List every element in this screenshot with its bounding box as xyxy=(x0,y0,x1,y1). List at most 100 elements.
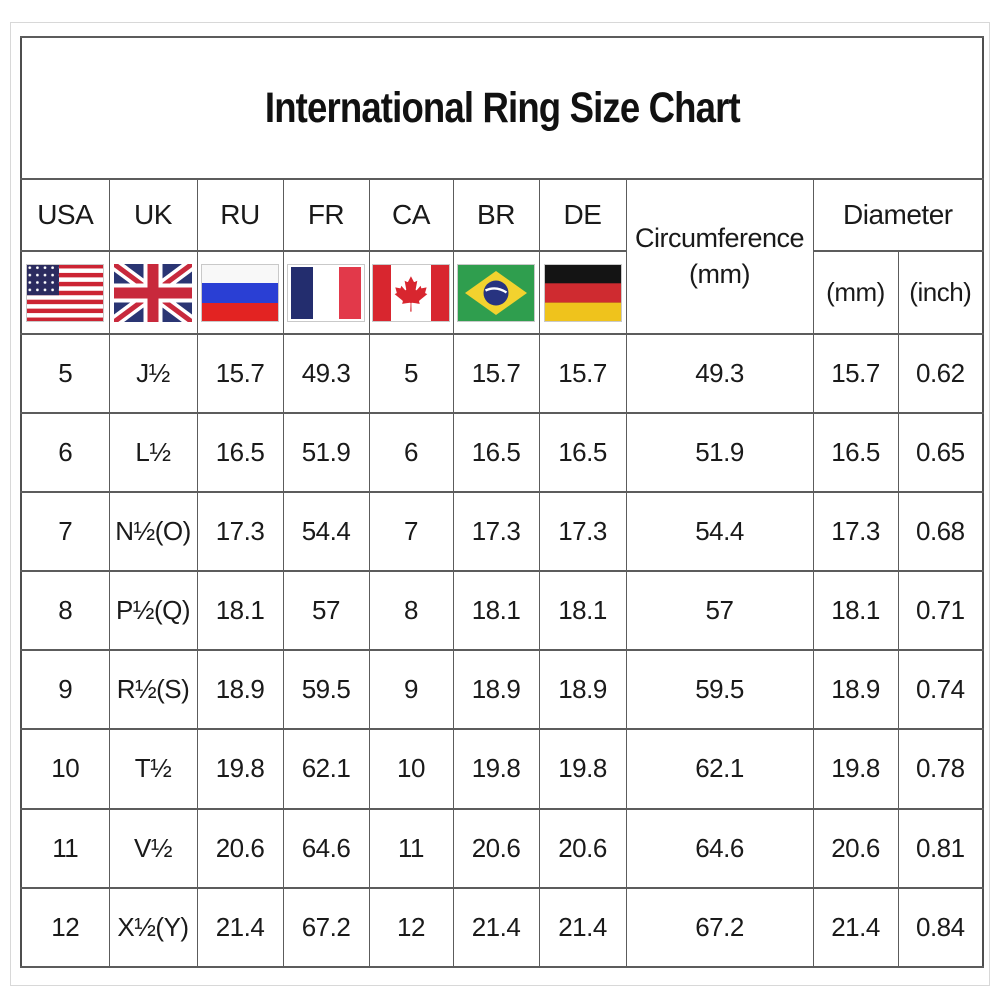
header-flags-row: (mm) (inch) xyxy=(20,250,984,335)
de-cell: 18.9 xyxy=(538,649,627,731)
chart-title-cell: International Ring Size Chart xyxy=(20,35,984,181)
br-cell: 20.6 xyxy=(452,807,540,889)
de-cell: 17.3 xyxy=(538,490,627,573)
usa-cell: 12 xyxy=(20,886,110,969)
circumference-cell: 62.1 xyxy=(625,728,814,810)
ru-cell: 21.4 xyxy=(196,886,284,969)
diameter-mm-cell: 19.8 xyxy=(812,728,899,810)
table-row-size-6: 6 L½ 16.5 51.9 6 16.5 16.5 51.9 16.5 0.6… xyxy=(20,411,984,493)
fr-cell: 54.4 xyxy=(282,490,370,573)
diameter-inch-cell: 0.84 xyxy=(897,886,984,969)
header-codes-row: USA UK RU FR CA BR DE Circumference (mm)… xyxy=(20,178,984,335)
column-header-uk: UK xyxy=(108,178,198,253)
uk-cell: T½ xyxy=(108,728,198,810)
circumference-label: Circumference xyxy=(634,223,805,254)
france-flag-icon xyxy=(287,263,365,322)
russia-flag-icon xyxy=(201,263,279,322)
diameter-inch-cell: 0.62 xyxy=(897,332,984,414)
circumference-cell: 67.2 xyxy=(625,886,814,969)
ru-cell: 15.7 xyxy=(196,332,284,414)
uk-cell: X½(Y) xyxy=(108,886,198,969)
uk-flag-cell xyxy=(108,250,198,335)
outer-frame xyxy=(10,22,990,986)
germany-flag-cell xyxy=(538,250,627,335)
usa-cell: 8 xyxy=(20,570,110,652)
column-header-ru: RU xyxy=(196,178,284,253)
ru-cell: 19.8 xyxy=(196,728,284,810)
circumference-cell: 57 xyxy=(625,570,814,652)
fr-cell: 59.5 xyxy=(282,649,370,731)
column-header-fr: FR xyxy=(282,178,370,253)
diameter-mm-cell: 17.3 xyxy=(812,490,899,573)
ca-cell: 9 xyxy=(368,649,454,731)
de-cell: 20.6 xyxy=(538,807,627,889)
table-row-size-5: 5 J½ 15.7 49.3 5 15.7 15.7 49.3 15.7 0.6… xyxy=(20,332,984,414)
table-row-size-9: 9 R½(S) 18.9 59.5 9 18.9 18.9 59.5 18.9 … xyxy=(20,649,984,731)
diameter-mm-cell: 20.6 xyxy=(812,807,899,889)
diameter-inch-cell: 0.81 xyxy=(897,807,984,889)
column-header-diameter: Diameter xyxy=(812,178,984,253)
uk-cell: R½(S) xyxy=(108,649,198,731)
br-cell: 17.3 xyxy=(452,490,540,573)
canada-flag-icon xyxy=(372,263,450,322)
uk-cell: L½ xyxy=(108,411,198,493)
diameter-mm-cell: 15.7 xyxy=(812,332,899,414)
column-header-br: BR xyxy=(452,178,540,253)
uk-cell: J½ xyxy=(108,332,198,414)
table-row-size-10: 10 T½ 19.8 62.1 10 19.8 19.8 62.1 19.8 0… xyxy=(20,728,984,810)
ca-cell: 10 xyxy=(368,728,454,810)
de-cell: 18.1 xyxy=(538,570,627,652)
ca-cell: 12 xyxy=(368,886,454,969)
column-header-diameter-mm: (mm) xyxy=(812,250,899,335)
fr-cell: 62.1 xyxy=(282,728,370,810)
circumference-cell: 49.3 xyxy=(625,332,814,414)
usa-cell: 9 xyxy=(20,649,110,731)
diameter-mm-cell: 18.9 xyxy=(812,649,899,731)
usa-cell: 6 xyxy=(20,411,110,493)
circumference-unit: (mm) xyxy=(689,259,750,290)
ru-cell: 17.3 xyxy=(196,490,284,573)
ca-cell: 7 xyxy=(368,490,454,573)
ru-cell: 18.9 xyxy=(196,649,284,731)
column-header-diameter-inch: (inch) xyxy=(897,250,984,335)
canada-flag-cell xyxy=(368,250,454,335)
page-title: International Ring Size Chart xyxy=(264,83,741,132)
circumference-cell: 51.9 xyxy=(625,411,814,493)
brazil-flag-icon xyxy=(457,263,535,322)
usa-cell: 5 xyxy=(20,332,110,414)
de-cell: 19.8 xyxy=(538,728,627,810)
br-cell: 15.7 xyxy=(452,332,540,414)
usa-cell: 7 xyxy=(20,490,110,573)
fr-cell: 49.3 xyxy=(282,332,370,414)
uk-cell: P½(Q) xyxy=(108,570,198,652)
uk-cell: N½(O) xyxy=(108,490,198,573)
uk-cell: V½ xyxy=(108,807,198,889)
br-cell: 16.5 xyxy=(452,411,540,493)
br-cell: 18.1 xyxy=(452,570,540,652)
circumference-cell: 64.6 xyxy=(625,807,814,889)
fr-cell: 67.2 xyxy=(282,886,370,969)
ru-cell: 20.6 xyxy=(196,807,284,889)
diameter-inch-cell: 0.74 xyxy=(897,649,984,731)
circumference-cell: 54.4 xyxy=(625,490,814,573)
france-flag-cell xyxy=(282,250,370,335)
ca-cell: 6 xyxy=(368,411,454,493)
br-cell: 21.4 xyxy=(452,886,540,969)
circumference-cell: 59.5 xyxy=(625,649,814,731)
uk-flag-icon xyxy=(114,263,192,322)
usa-cell: 10 xyxy=(20,728,110,810)
diameter-inch-cell: 0.65 xyxy=(897,411,984,493)
column-header-usa: USA xyxy=(20,178,110,253)
diameter-mm-cell: 21.4 xyxy=(812,886,899,969)
brazil-flag-cell xyxy=(452,250,540,335)
ca-cell: 5 xyxy=(368,332,454,414)
column-header-de: DE xyxy=(538,178,627,253)
ca-cell: 11 xyxy=(368,807,454,889)
usa-cell: 11 xyxy=(20,807,110,889)
russia-flag-cell xyxy=(196,250,284,335)
table-row-size-11: 11 V½ 20.6 64.6 11 20.6 20.6 64.6 20.6 0… xyxy=(20,807,984,889)
table-row-size-12: 12 X½(Y) 21.4 67.2 12 21.4 21.4 67.2 21.… xyxy=(20,886,984,969)
fr-cell: 51.9 xyxy=(282,411,370,493)
diameter-inch-cell: 0.78 xyxy=(897,728,984,810)
